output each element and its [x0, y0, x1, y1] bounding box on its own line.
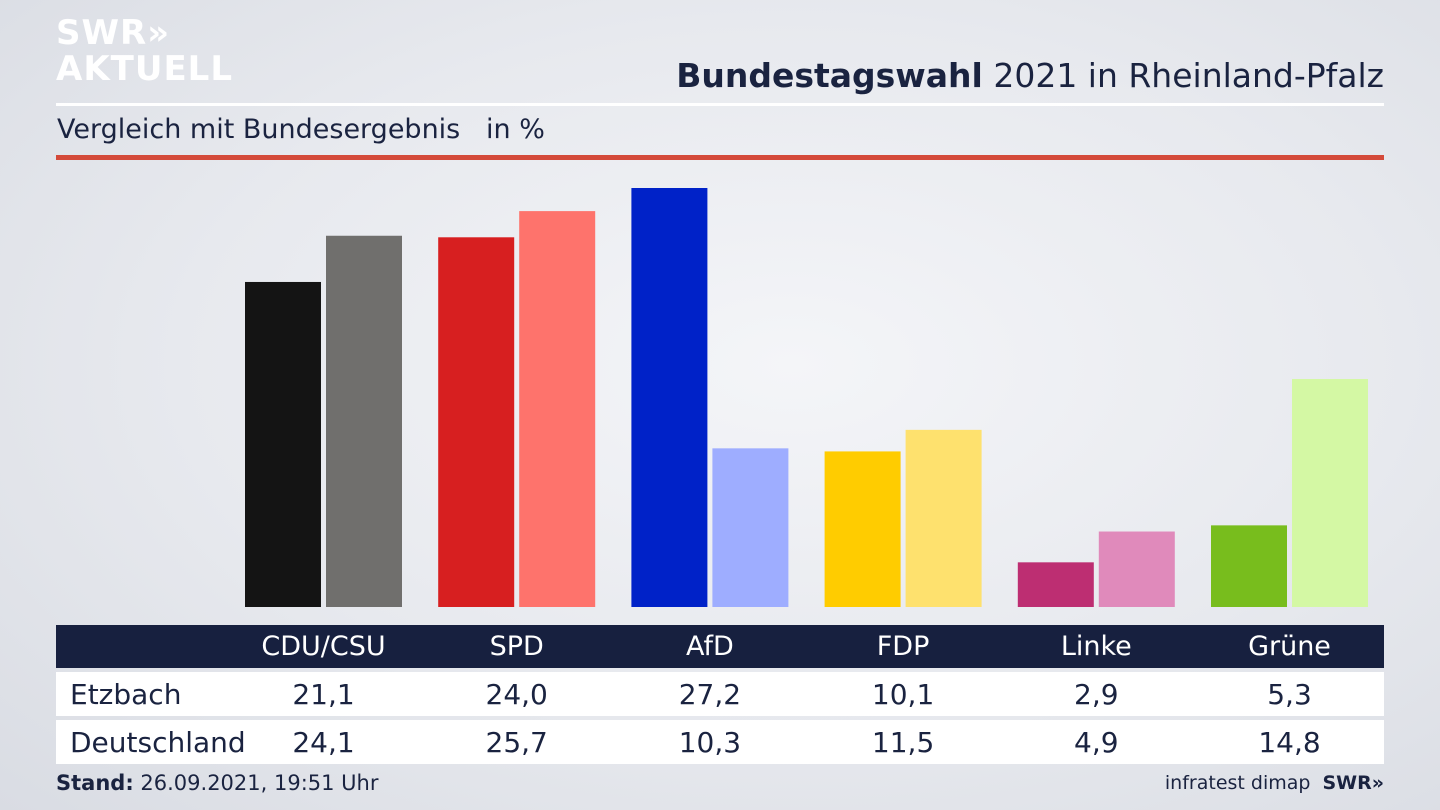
table-row-etzbach: Etzbach 21,1 24,0 27,2 10,1 2,9 5,3 [56, 672, 1384, 716]
stand-label: Stand: [56, 771, 134, 795]
swr-aktuell-logo: SWR» AKTUELL [56, 16, 233, 86]
logo-line-1: SWR» [56, 13, 171, 53]
bar-cdu-csu-etzbach [245, 281, 321, 607]
column-header: FDP [876, 631, 930, 662]
value-cell: 21,1 [292, 677, 355, 711]
column-header: Grüne [1248, 631, 1331, 662]
value-cell: 27,2 [678, 677, 742, 711]
header-divider [56, 103, 1384, 106]
table-header-row: CDU/CSU SPD AfD FDP Linke Grüne [56, 625, 1384, 668]
value-cell: 5,3 [1267, 677, 1312, 711]
row-label: Deutschland [70, 725, 246, 759]
title-rest: 2021 in Rheinland-Pfalz [982, 56, 1384, 95]
table-row-deutschland: Deutschland 24,1 25,7 10,3 11,5 4,9 14,8 [56, 720, 1384, 764]
chart-subtitle: Vergleich mit Bundesergebnis in % [57, 114, 545, 145]
timestamp: Stand: 26.09.2021, 19:51 Uhr [56, 771, 379, 795]
bar-gr-ne-deutschland [1292, 379, 1368, 607]
title-bold: Bundestagswahl [676, 56, 983, 95]
bar-cdu-csu-deutschland [326, 235, 402, 608]
subtitle-divider [56, 155, 1384, 160]
page-title: Bundestagswahl 2021 in Rheinland-Pfalz [676, 56, 1384, 95]
row-label: Etzbach [70, 677, 182, 711]
column-header: Linke [1060, 631, 1132, 662]
bar-gr-ne-etzbach [1211, 525, 1287, 607]
bar-afd-etzbach [631, 188, 708, 607]
stand-value: 26.09.2021, 19:51 Uhr [133, 771, 379, 795]
source-label: infratest dimap [1164, 772, 1311, 794]
bar-fdp-etzbach [824, 451, 901, 607]
results-table: CDU/CSU SPD AfD FDP Linke Grüne Etzbach 21,1 2… [56, 625, 1384, 764]
value-cell: 24,1 [292, 725, 355, 759]
value-cell: 10,3 [678, 725, 742, 759]
value-cell: 2,9 [1074, 677, 1119, 711]
bar-spd-deutschland [519, 211, 596, 607]
column-header: AfD [685, 631, 734, 662]
bar-chart [245, 188, 1368, 608]
value-cell: 24,0 [485, 677, 548, 711]
column-header: CDU/CSU [261, 631, 386, 662]
logo-line-2: AKTUELL [56, 49, 234, 89]
bar-spd-etzbach [438, 237, 515, 607]
source-credit: infratest dimap SWR» [1165, 772, 1384, 794]
bar-afd-deutschland [712, 448, 789, 607]
swr-brand-logo: SWR» [1322, 772, 1384, 794]
value-cell: 14,8 [1258, 725, 1321, 759]
bar-linke-deutschland [1098, 531, 1175, 607]
value-cell: 11,5 [871, 725, 935, 759]
value-cell: 4,9 [1074, 725, 1119, 759]
value-cell: 10,1 [871, 677, 935, 711]
bar-fdp-deutschland [905, 429, 982, 607]
bar-linke-etzbach [1017, 562, 1094, 607]
value-cell: 25,7 [485, 725, 548, 759]
column-header: SPD [489, 631, 544, 662]
